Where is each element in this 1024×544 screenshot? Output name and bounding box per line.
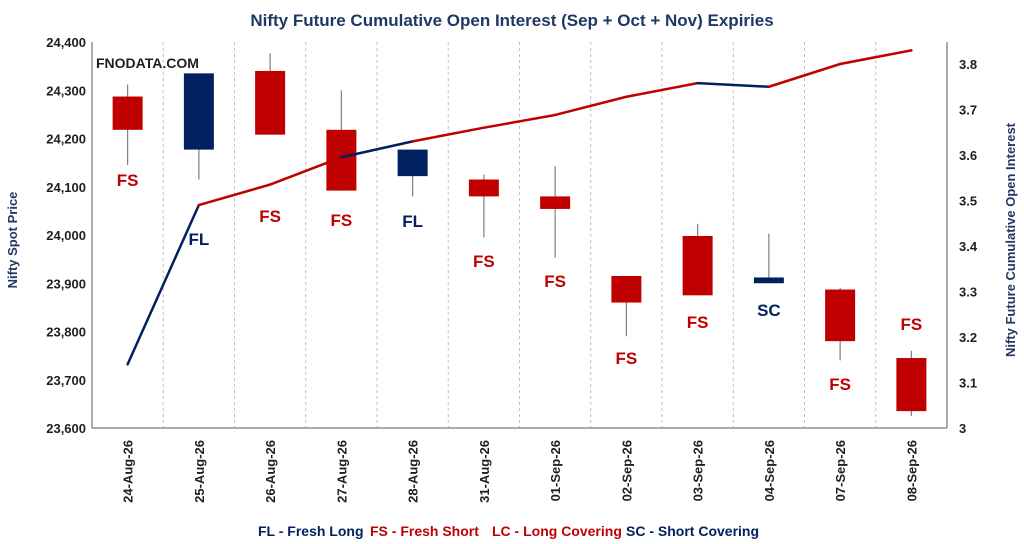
signal-label: SC xyxy=(757,301,781,320)
candle-body xyxy=(682,235,713,296)
x-tick-label: 27-Aug-26 xyxy=(334,440,349,503)
signal-label: FS xyxy=(331,211,353,230)
signal-label: FS xyxy=(473,252,495,271)
candle-body xyxy=(825,289,856,342)
candle-body xyxy=(183,73,214,150)
signal-label: FS xyxy=(829,375,851,394)
y-right-tick-label: 3.3 xyxy=(959,285,977,300)
oi-line-segment xyxy=(411,126,486,143)
oi-line-segment xyxy=(838,49,913,66)
chart-title: Nifty Future Cumulative Open Interest (S… xyxy=(250,11,773,30)
candles xyxy=(112,53,927,416)
candle-body xyxy=(397,149,428,177)
signal-label: FL xyxy=(188,230,209,249)
candle-body xyxy=(896,358,927,412)
y-left-tick-label: 24,200 xyxy=(46,132,86,147)
x-tick-label: 04-Sep-26 xyxy=(762,440,777,501)
candle-body xyxy=(468,179,499,197)
oi-line-segment xyxy=(126,203,201,366)
candle-body xyxy=(540,196,571,209)
y-axis-right-title: Nifty Future Cumulative Open Interest xyxy=(1003,122,1018,357)
y-axis-right-ticks: 3 3.1 3.2 3.3 3.4 3.5 3.6 3.7 3.8 xyxy=(959,57,978,436)
signal-label: FS xyxy=(259,207,281,226)
signal-label: FS xyxy=(901,315,923,334)
y-right-tick-label: 3.5 xyxy=(959,194,977,209)
y-left-tick-label: 24,300 xyxy=(46,83,86,98)
oi-line-segment xyxy=(482,113,557,129)
x-tick-label: 24-Aug-26 xyxy=(121,440,136,503)
legend-item: SC - Short Covering xyxy=(626,523,759,539)
oi-line-segment xyxy=(197,183,272,207)
legend-item: LC - Long Covering xyxy=(492,523,622,539)
y-left-tick-label: 24,400 xyxy=(46,35,86,50)
oi-line-segment xyxy=(268,156,343,186)
y-axis-left-title: Nifty Spot Price xyxy=(5,192,20,289)
legend: FL - Fresh Long FS - Fresh Short LC - Long… xyxy=(258,523,759,539)
x-tick-label: 03-Sep-26 xyxy=(691,440,706,501)
x-tick-label: 08-Sep-26 xyxy=(904,440,919,501)
y-right-tick-label: 3.2 xyxy=(959,330,977,345)
y-right-tick-label: 3.6 xyxy=(959,148,977,163)
y-right-tick-label: 3 xyxy=(959,421,966,436)
x-tick-label: 26-Aug-26 xyxy=(263,440,278,503)
signal-label: FS xyxy=(616,349,638,368)
candle-body xyxy=(753,277,784,284)
y-right-tick-label: 3.4 xyxy=(959,239,978,254)
oi-line-segment xyxy=(696,81,771,88)
candle-body xyxy=(255,70,286,135)
signal-label: FL xyxy=(402,212,423,231)
x-axis-ticks: 24-Aug-26 25-Aug-26 26-Aug-26 27-Aug-26 28-A… xyxy=(121,440,920,503)
signal-label: FS xyxy=(544,272,566,291)
signal-label: FS xyxy=(117,171,139,190)
signal-labels: FS FL FS FS FL FS FS FS FS SC FS FS xyxy=(117,171,922,394)
y-left-tick-label: 23,600 xyxy=(46,421,86,436)
oi-line-segment xyxy=(625,81,699,99)
y-right-tick-label: 3.7 xyxy=(959,103,977,118)
y-axis-left-ticks: 23,600 23,700 23,800 23,900 24,000 24,100 24,2… xyxy=(46,35,86,436)
watermark: FNODATA.COM xyxy=(96,55,199,71)
x-tick-label: 07-Sep-26 xyxy=(833,440,848,501)
y-left-tick-label: 23,900 xyxy=(46,276,86,291)
x-tick-label: 31-Aug-26 xyxy=(477,440,492,503)
y-right-tick-label: 3.8 xyxy=(959,57,977,72)
open-interest-line xyxy=(126,49,913,366)
candle-body xyxy=(611,276,642,303)
legend-item: FL - Fresh Long xyxy=(258,523,364,539)
oi-line-segment xyxy=(767,62,842,88)
candle-body xyxy=(112,96,143,130)
x-tick-label: 02-Sep-26 xyxy=(619,440,634,501)
x-tick-label: 01-Sep-26 xyxy=(548,440,563,501)
x-tick-label: 28-Aug-26 xyxy=(406,440,421,503)
y-right-tick-label: 3.1 xyxy=(959,376,977,391)
y-left-tick-label: 23,700 xyxy=(46,373,86,388)
y-left-tick-label: 23,800 xyxy=(46,325,86,340)
oi-line-segment xyxy=(340,140,414,159)
y-left-tick-label: 24,100 xyxy=(46,180,86,195)
oi-line-segment xyxy=(553,95,628,117)
grid-lines xyxy=(91,42,948,429)
signal-label: FS xyxy=(687,313,709,332)
legend-item: FS - Fresh Short xyxy=(370,523,479,539)
y-left-tick-label: 24,000 xyxy=(46,228,86,243)
x-tick-label: 25-Aug-26 xyxy=(192,440,207,503)
